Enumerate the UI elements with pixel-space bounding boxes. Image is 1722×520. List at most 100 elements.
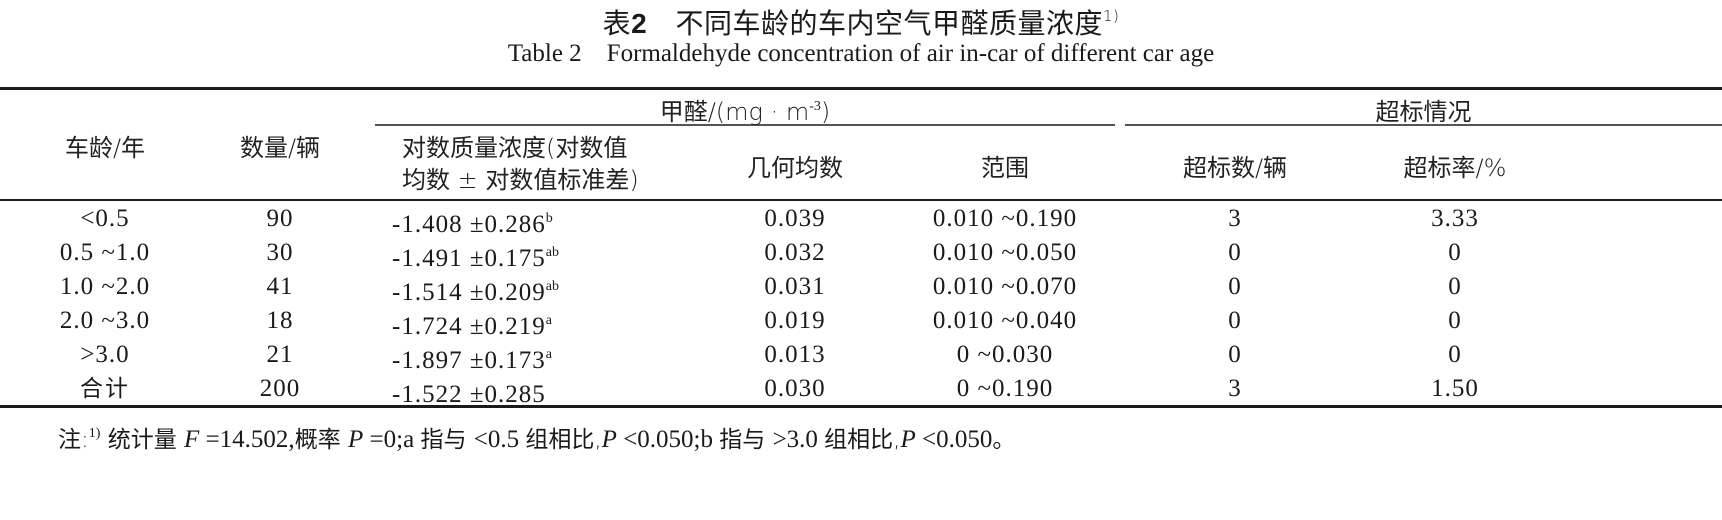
caption-footnote-mark: 1)	[1102, 7, 1120, 25]
note-text: 统计量	[100, 427, 185, 453]
note-text: 概率	[294, 427, 348, 453]
log-value: -1.514 ±0.209	[392, 279, 546, 306]
note-text: 组相比,	[525, 427, 602, 453]
note-mark: 1)	[88, 426, 101, 441]
caption-title-cn: 不同车龄的车内空气甲醛质量浓度	[675, 7, 1103, 40]
cell-range: 0.010 ~0.050	[932, 239, 1078, 266]
log-value: -1.408 ±0.286	[392, 211, 546, 238]
log-value: -1.491 ±0.175	[392, 245, 546, 272]
cell-log-mean-sd: -1.408 ±0.286b	[392, 202, 692, 242]
cell-geo-mean: 0.031	[764, 273, 826, 300]
note-prefix: 注:	[58, 427, 89, 453]
cell-exceed-rate: 0	[1448, 307, 1462, 334]
cell-car-age: 1.0 ~2.0	[59, 273, 151, 300]
cell-count: 30	[266, 239, 294, 266]
exceed-group-rule	[1125, 124, 1722, 126]
cell-geo-mean: 0.013	[764, 341, 826, 368]
cell-car-age: 0.5 ~1.0	[59, 239, 151, 266]
note-end: 。	[992, 427, 1016, 453]
note-text: 组相比,	[824, 427, 901, 453]
cell-geo-mean: 0.030	[764, 375, 826, 402]
header-rule	[0, 199, 1722, 201]
comparison-group-2: >3.0	[772, 426, 825, 453]
log-value: -1.897 ±0.173	[392, 347, 546, 374]
p-symbol: P	[601, 426, 617, 453]
log-value: -1.724 ±0.219	[392, 313, 546, 340]
cell-geo-mean: 0.039	[764, 205, 826, 232]
note-text: 指与	[420, 427, 474, 453]
cell-range: 0 ~0.190	[956, 375, 1054, 402]
cell-exceed-count: 0	[1228, 273, 1242, 300]
cell-car-age: <0.5	[80, 205, 130, 232]
cell-exceed-count: 3	[1228, 205, 1242, 232]
cell-log-mean-sd: -1.724 ±0.219a	[392, 304, 692, 344]
cell-range: 0 ~0.030	[956, 341, 1054, 368]
cell-exceed-rate: 0	[1448, 273, 1462, 300]
cell-exceed-rate: 1.50	[1431, 375, 1479, 402]
p-value: =0;a	[363, 426, 421, 453]
cell-count: 90	[266, 205, 294, 232]
cell-exceed-count: 3	[1228, 375, 1242, 402]
cell-log-mean-sd: -1.522 ±0.285	[392, 372, 692, 412]
log-value: -1.522 ±0.285	[392, 381, 546, 408]
formaldehyde-group-rule	[375, 124, 1115, 126]
cell-car-age: 合计	[80, 376, 130, 402]
f-statistic-symbol: F	[184, 426, 200, 453]
table-row: 1.0 ~2.0 41 -1.514 ±0.209ab 0.031 0.010 …	[0, 270, 1722, 306]
table-row: <0.5 90 -1.408 ±0.286b 0.039 0.010 ~0.19…	[0, 202, 1722, 238]
f-statistic-value: =14.502,	[199, 426, 295, 453]
cell-count: 21	[266, 341, 294, 368]
unit-exponent: -3	[809, 99, 821, 114]
cell-exceed-count: 0	[1228, 239, 1242, 266]
header-exceed-group: 超标情况	[1375, 98, 1472, 126]
cell-count: 41	[266, 273, 294, 300]
cell-car-age: >3.0	[80, 341, 130, 368]
cell-exceed-rate: 0	[1448, 239, 1462, 266]
cell-log-mean-sd: -1.491 ±0.175ab	[392, 236, 692, 276]
caption-number: 2	[631, 8, 648, 39]
table-caption-english: Table 2 Formaldehyde concentration of ai…	[507, 40, 1215, 67]
header-log-line2: 均数 ± 对数值标准差)	[402, 166, 639, 194]
cell-car-age: 2.0 ~3.0	[59, 307, 151, 334]
p-symbol: P	[348, 426, 364, 453]
caption-prefix: 表	[602, 7, 632, 40]
header-count: 数量/辆	[239, 134, 321, 162]
header-formaldehyde-group: 甲醛/(mg · m-3)	[375, 92, 1115, 127]
significance-mark: ab	[545, 279, 560, 294]
header-exceed-rate: 超标率/%	[1403, 154, 1507, 182]
bottom-rule	[0, 405, 1722, 408]
comparison-group-1: <0.5	[473, 426, 526, 453]
p-value: <0.050	[915, 426, 993, 453]
significance-mark: a	[545, 313, 553, 328]
significance-mark: ab	[545, 245, 560, 260]
note-text: 指与	[719, 427, 773, 453]
table-footnote: 注:1) 统计量 F =14.502,概率 P =0;a 指与 <0.5 组相比…	[58, 420, 1015, 454]
significance-mark: a	[545, 347, 553, 362]
table-row: 0.5 ~1.0 30 -1.491 ±0.175ab 0.032 0.010 …	[0, 236, 1722, 272]
unit-close-paren: )	[820, 98, 831, 126]
cell-exceed-count: 0	[1228, 341, 1242, 368]
cell-log-mean-sd: -1.514 ±0.209ab	[392, 270, 692, 310]
cell-exceed-count: 0	[1228, 307, 1242, 334]
header-geometric-mean: 几何均数	[747, 154, 843, 182]
cell-geo-mean: 0.019	[764, 307, 826, 334]
p-value: <0.050;b	[616, 426, 720, 453]
cell-log-mean-sd: -1.897 ±0.173a	[392, 338, 692, 378]
cell-range: 0.010 ~0.190	[932, 205, 1078, 232]
cell-exceed-rate: 3.33	[1431, 205, 1479, 232]
cell-geo-mean: 0.032	[764, 239, 826, 266]
cell-exceed-rate: 0	[1448, 341, 1462, 368]
header-log-line1: 对数质量浓度(对数值	[402, 134, 628, 162]
table-row-total: 合计 200 -1.522 ±0.285 0.030 0 ~0.190 3 1.…	[0, 372, 1722, 408]
cell-count: 18	[266, 307, 294, 334]
cell-range: 0.010 ~0.040	[932, 307, 1078, 334]
top-rule	[0, 87, 1722, 90]
header-car-age: 车龄/年	[64, 134, 146, 162]
header-log-concentration: 对数质量浓度(对数值 均数 ± 对数值标准差)	[402, 132, 702, 196]
header-range: 范围	[981, 154, 1029, 182]
header-exceed-count: 超标数/辆	[1182, 154, 1288, 182]
formaldehyde-unit-label: 甲醛/(mg · m	[659, 98, 810, 126]
significance-mark: b	[545, 211, 553, 226]
cell-count: 200	[259, 375, 301, 402]
table-row: >3.0 21 -1.897 ±0.173a 0.013 0 ~0.030 0 …	[0, 338, 1722, 374]
